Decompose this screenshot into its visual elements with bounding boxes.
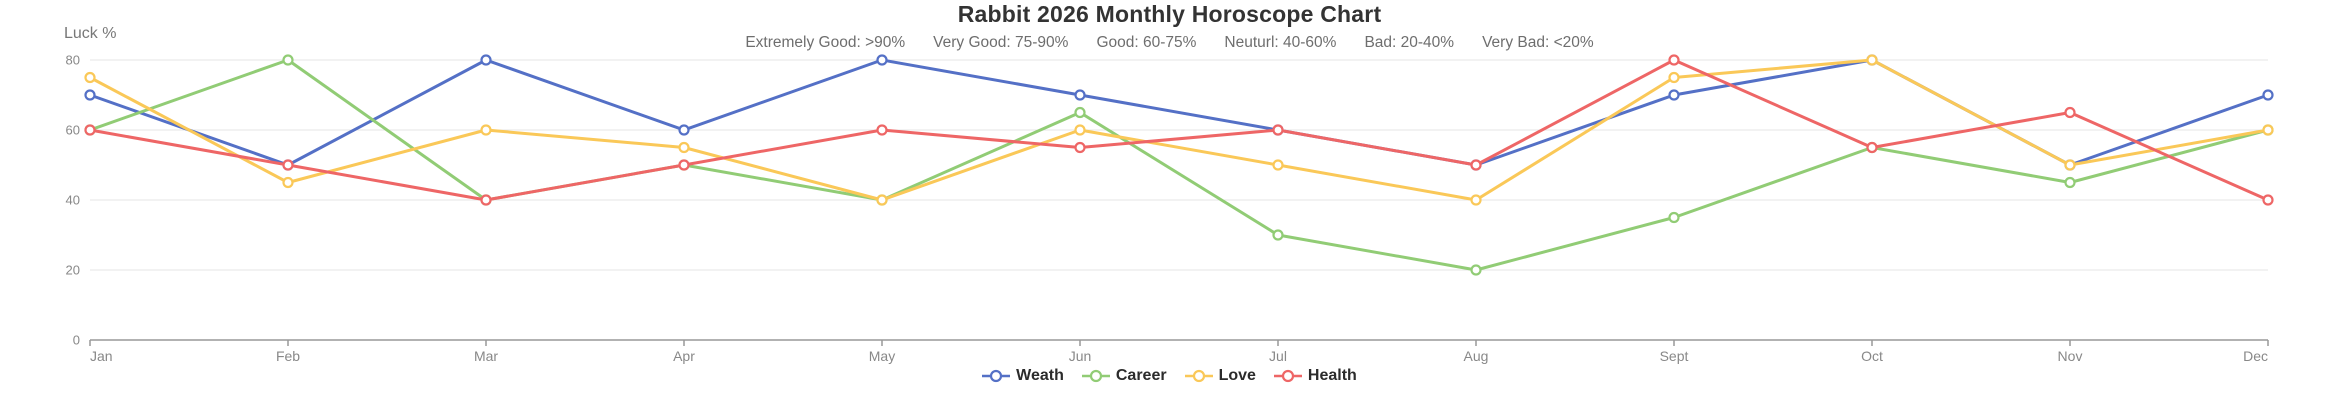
x-tick-label: Apr (673, 348, 695, 364)
legend-label-health: Health (1307, 367, 1357, 384)
legend-marker-career-icon (1081, 369, 1110, 383)
data-point-love[interactable] (480, 124, 492, 136)
y-tick-label: 80 (66, 53, 80, 68)
data-point-love[interactable] (1074, 124, 1086, 136)
data-point-love[interactable] (1272, 159, 1284, 171)
legend-label-love: Love (1218, 367, 1256, 384)
subtitle-extremely-good: Extremely Good: >90% (745, 34, 906, 51)
data-point-career[interactable] (1074, 106, 1086, 119)
data-point-health[interactable] (1272, 124, 1284, 136)
data-point-weath[interactable] (2262, 89, 2274, 101)
legend-marker-weath-icon (982, 369, 1011, 383)
y-tick-label: 60 (66, 123, 80, 138)
y-axis-title: Luck % (64, 25, 117, 42)
data-point-health[interactable] (678, 159, 690, 171)
data-point-health[interactable] (2064, 106, 2076, 119)
chart-title: Rabbit 2026 Monthly Horoscope Chart (957, 1, 1382, 27)
y-tick-label: 0 (73, 333, 80, 348)
data-point-health[interactable] (1866, 141, 1878, 154)
y-tick-label: 20 (66, 263, 80, 278)
legend-item-love[interactable]: Love (1184, 367, 1256, 385)
chart-subtitle-legend-note: Extremely Good: >90% Very Good: 75-90% Goo… (0, 34, 2339, 52)
legend-label-career: Career (1115, 367, 1167, 384)
data-point-love[interactable] (1866, 54, 1878, 66)
data-point-career[interactable] (1668, 211, 1680, 224)
subtitle-good: Good: 60-75% (1096, 34, 1197, 51)
legend-marker-health-icon (1273, 369, 1302, 383)
x-tick-label: Aug (1464, 348, 1489, 364)
x-tick-label: Jan (90, 348, 113, 364)
data-point-weath[interactable] (876, 54, 888, 66)
y-tick-label: 40 (66, 193, 80, 208)
data-point-health[interactable] (282, 159, 294, 171)
legend-marker-love-icon (1184, 369, 1213, 383)
legend-label-weath: Weath (1016, 367, 1064, 384)
data-point-health[interactable] (876, 124, 888, 136)
data-point-love[interactable] (2262, 124, 2274, 136)
subtitle-bad: Bad: 20-40% (1364, 34, 1455, 51)
data-point-love[interactable] (876, 194, 888, 206)
data-point-love[interactable] (1668, 71, 1680, 84)
data-point-health[interactable] (480, 194, 492, 206)
x-tick-label: Jun (1069, 348, 1092, 364)
data-point-weath[interactable] (1074, 89, 1086, 101)
subtitle-neutral: Neuturl: 40-60% (1224, 34, 1337, 51)
data-point-weath[interactable] (84, 89, 96, 101)
data-point-love[interactable] (84, 71, 96, 84)
data-point-career[interactable] (1470, 264, 1482, 276)
legend-item-career[interactable]: Career (1081, 367, 1167, 385)
data-point-health[interactable] (1470, 159, 1482, 171)
x-tick-label: Sept (1660, 348, 1689, 364)
data-point-love[interactable] (1470, 194, 1482, 206)
data-point-health[interactable] (1074, 141, 1086, 154)
data-point-career[interactable] (2064, 176, 2076, 189)
data-point-love[interactable] (2064, 159, 2076, 171)
data-point-weath[interactable] (678, 124, 690, 136)
series-line-health[interactable] (89, 58, 2269, 202)
x-tick-label: May (869, 348, 895, 364)
x-tick-label: Nov (2058, 348, 2083, 364)
subtitle-very-bad: Very Bad: <20% (1482, 34, 1594, 51)
chart-legend: Weath Career Love Health (0, 367, 2339, 385)
x-tick-label: Feb (276, 348, 300, 364)
data-point-weath[interactable] (1668, 89, 1680, 101)
subtitle-very-good: Very Good: 75-90% (933, 34, 1069, 51)
data-point-love[interactable] (282, 176, 294, 189)
series-line-career[interactable] (89, 58, 2269, 272)
legend-item-health[interactable]: Health (1273, 367, 1357, 385)
data-point-career[interactable] (282, 54, 294, 66)
data-point-love[interactable] (678, 141, 690, 154)
legend-item-weath[interactable]: Weath (982, 367, 1064, 385)
data-point-health[interactable] (84, 124, 96, 136)
data-point-career[interactable] (1272, 229, 1284, 241)
data-point-health[interactable] (1668, 54, 1680, 66)
data-point-health[interactable] (2262, 194, 2274, 206)
series-line-love[interactable] (89, 58, 2269, 202)
x-tick-label: Mar (474, 348, 498, 364)
data-point-weath[interactable] (480, 54, 492, 66)
x-tick-label: Dec (2243, 348, 2268, 364)
x-tick-label: Oct (1861, 348, 1883, 364)
x-tick-label: Jul (1269, 348, 1287, 364)
